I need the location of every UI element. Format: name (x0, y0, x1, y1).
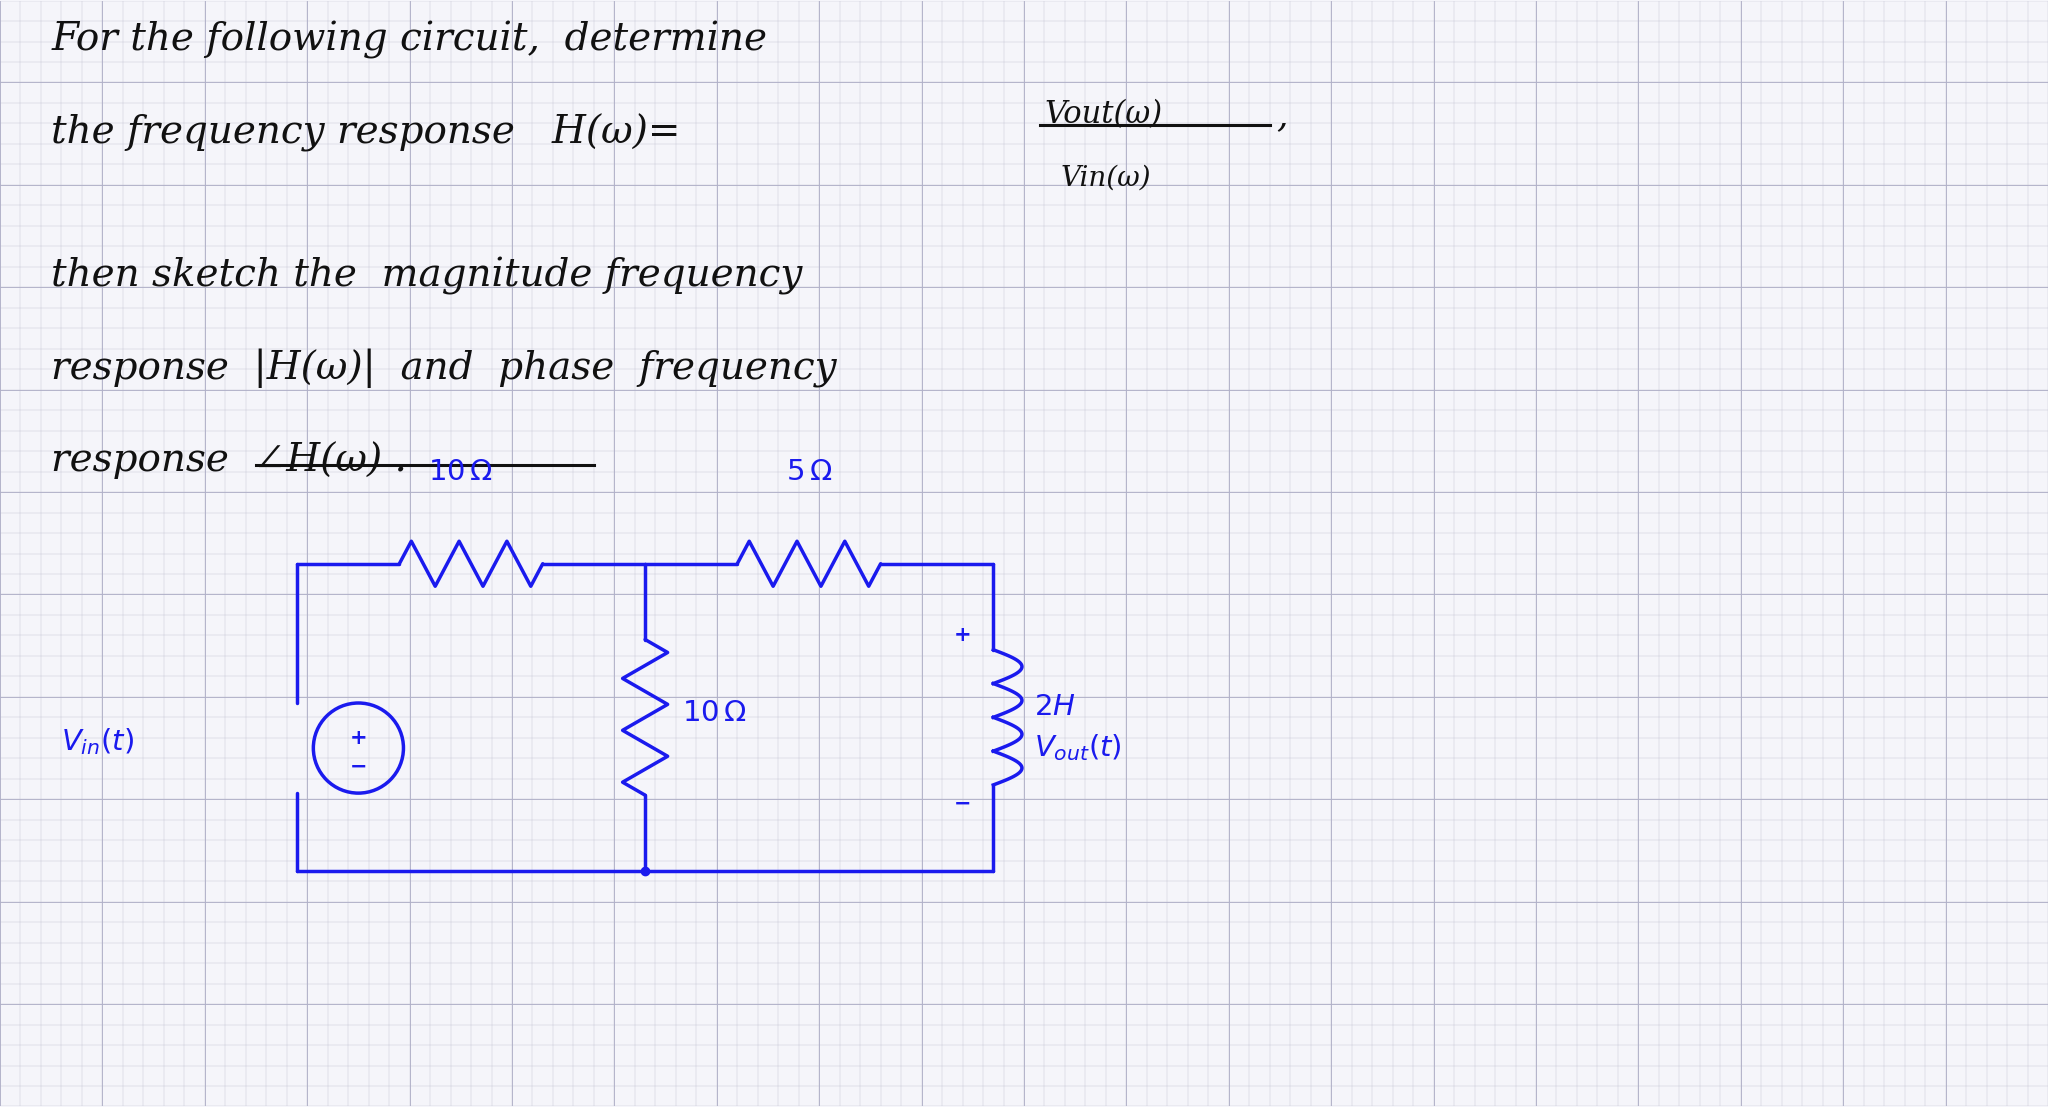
Text: +: + (954, 625, 971, 645)
Text: +: + (350, 727, 367, 748)
Text: $\mathit{5\,\Omega}$: $\mathit{5\,\Omega}$ (786, 458, 831, 486)
Text: $\mathit{10\,\Omega}$: $\mathit{10\,\Omega}$ (682, 700, 748, 727)
Text: ,: , (1276, 99, 1288, 133)
Text: Vin(ω): Vin(ω) (1061, 164, 1151, 192)
Text: −: − (954, 794, 971, 814)
Text: $\mathit{10\,\Omega}$: $\mathit{10\,\Omega}$ (428, 458, 494, 486)
Text: $\mathit{V_{out}(t)}$: $\mathit{V_{out}(t)}$ (1034, 733, 1122, 764)
Text: $\mathit{2H}$: $\mathit{2H}$ (1034, 693, 1075, 721)
Text: response  ∠H(ω) .: response ∠H(ω) . (51, 441, 408, 479)
Text: $\mathit{V_{in}(t)}$: $\mathit{V_{in}(t)}$ (61, 726, 135, 757)
Text: For the following circuit,  determine: For the following circuit, determine (51, 21, 768, 59)
Text: Vout(ω): Vout(ω) (1044, 99, 1163, 130)
Text: −: − (350, 756, 367, 776)
Text: the frequency response   H(ω)=: the frequency response H(ω)= (51, 113, 680, 152)
Text: then sketch the  magnitude frequency: then sketch the magnitude frequency (51, 257, 803, 294)
Text: response  |H(ω)|  and  phase  frequency: response |H(ω)| and phase frequency (51, 349, 838, 389)
